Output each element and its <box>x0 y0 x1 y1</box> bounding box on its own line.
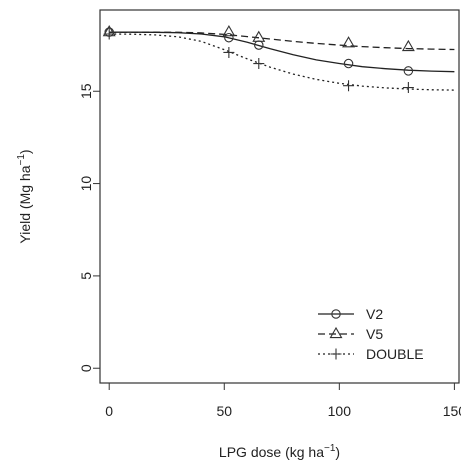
series-line-double <box>109 33 455 91</box>
series-line-v2 <box>109 31 455 73</box>
data-point-double <box>343 80 355 92</box>
x-tick-label: 50 <box>216 403 232 419</box>
data-point-double <box>402 82 414 94</box>
data-point-v5 <box>401 39 415 52</box>
y-tick-label: 15 <box>78 83 94 99</box>
x-tick-label: 0 <box>105 403 113 419</box>
data-point-v2 <box>403 66 414 76</box>
legend-label-v5: V5 <box>366 326 383 342</box>
x-axis-label: LPG dose (kg ha−1) <box>219 443 340 460</box>
legend-label-v2: V2 <box>366 306 383 322</box>
data-point-double <box>223 46 235 58</box>
x-tick-label: 100 <box>328 403 352 419</box>
data-point-v5 <box>222 25 236 37</box>
legend-marker-v5 <box>329 326 343 339</box>
y-tick-label: 5 <box>78 272 94 280</box>
y-axis-label: Yield (Mg ha−1) <box>16 149 33 243</box>
y-tick-label: 0 <box>78 364 94 372</box>
legend-marker-v2 <box>331 309 341 319</box>
data-point-double <box>253 58 265 70</box>
data-point-v5 <box>252 30 266 42</box>
x-tick-label: 150 <box>443 403 461 419</box>
data-point-v2 <box>343 58 354 69</box>
legend-label-double: DOUBLE <box>366 346 424 362</box>
legend-marker-double <box>330 348 342 360</box>
series-line-v5 <box>109 31 455 51</box>
data-point-v2 <box>224 32 234 43</box>
plot-frame <box>99 9 460 384</box>
y-tick-label: 10 <box>78 176 94 192</box>
data-point-double <box>103 28 115 40</box>
data-point-v5 <box>342 36 356 48</box>
